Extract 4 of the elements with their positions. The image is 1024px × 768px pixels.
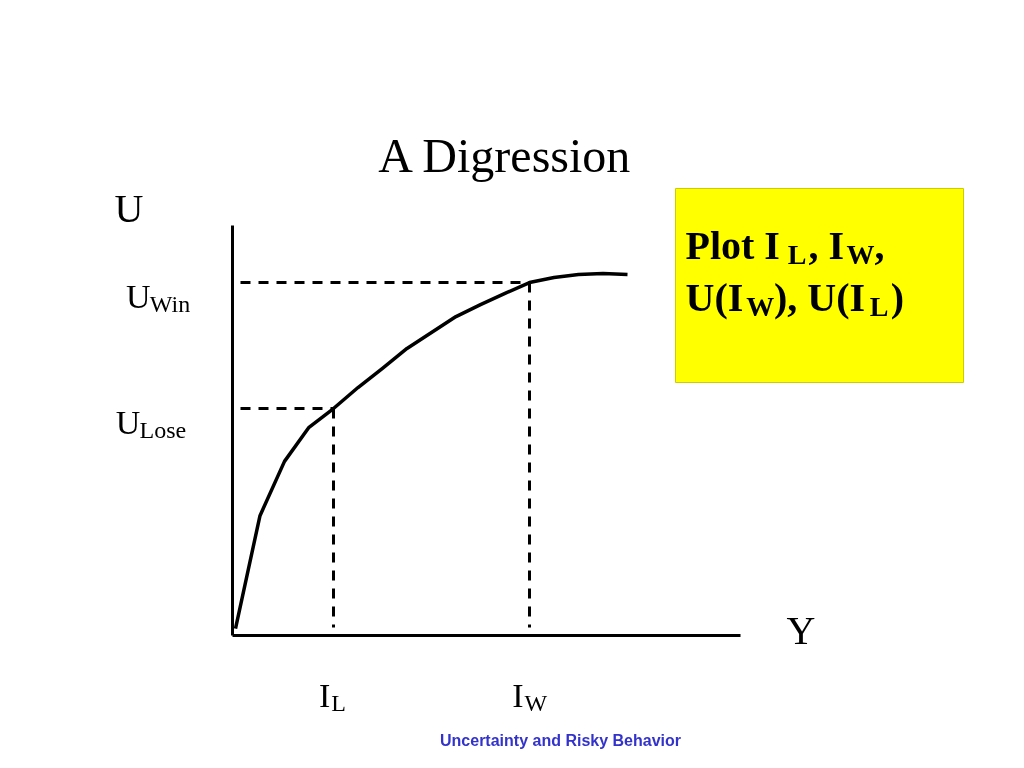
x-axis-title: Y: [786, 608, 816, 653]
text: Uncertainty and Risky Behavior: [440, 732, 681, 749]
y-axis-title: U: [114, 186, 144, 231]
chart-title: A Digression: [378, 129, 631, 182]
